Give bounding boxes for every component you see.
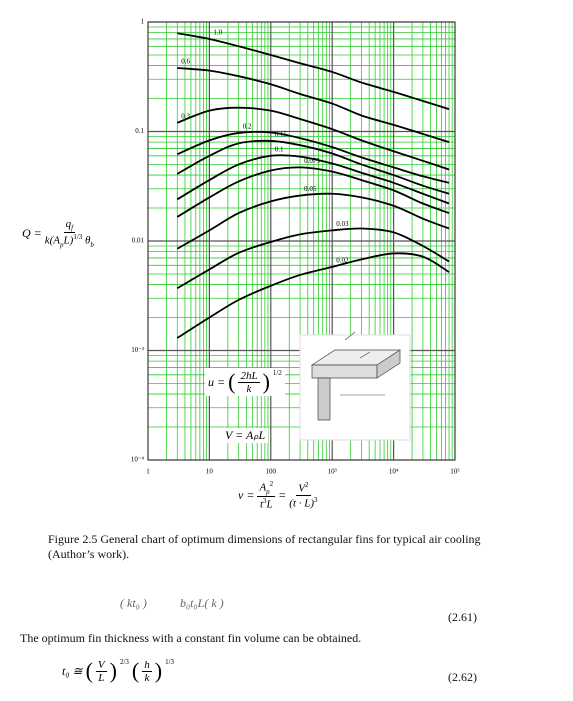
formula-text: Q = <box>22 226 42 241</box>
formula-text: 3 <box>263 496 267 505</box>
curve <box>177 32 450 111</box>
x-axis-formula: v = Ap2 t3L = V2 (t · L)3 <box>238 480 318 511</box>
equation-number: (2.61) <box>448 610 477 624</box>
formula-text: f <box>71 224 74 233</box>
x-tick-label: 100 <box>266 468 277 476</box>
formula-text: k <box>246 382 252 395</box>
curve-label: 0.1 <box>275 145 284 153</box>
formula-text: L <box>98 671 105 684</box>
formula-text: 1/3 <box>73 233 83 242</box>
formula-text: 2 <box>305 481 309 490</box>
equation-fragment: b₀t₀L( k ) <box>180 596 224 610</box>
u-formula: u =( 2hL k ) 1/2 <box>205 368 285 396</box>
formula-text: k(A <box>44 234 61 247</box>
formula-text: V = AₚL <box>225 428 266 442</box>
body-text: The optimum fin thickness with a constan… <box>20 631 362 645</box>
formula-text: A <box>259 481 267 494</box>
curve <box>176 227 450 290</box>
curve-label: 0.2 <box>243 123 252 131</box>
curve <box>176 154 450 205</box>
curve-label: 1.0 <box>213 29 222 37</box>
formula-text: L) <box>63 234 74 247</box>
curve-label: 0.15 <box>275 131 288 139</box>
formula-text: θ <box>82 234 91 247</box>
curve-label: 0.6 <box>181 58 190 66</box>
curve <box>176 252 450 339</box>
formula-text: = <box>278 487 287 502</box>
curve <box>177 67 450 143</box>
curve <box>176 106 450 171</box>
x-tick-label: 10³ <box>328 468 337 476</box>
equation-fragment: ( kt₀ ) <box>120 596 147 610</box>
y-tick-label: 0.1 <box>135 127 144 135</box>
curve-label: 0.075 <box>304 157 320 165</box>
formula-text: t <box>259 498 264 511</box>
plot-frame <box>147 21 456 461</box>
curve-label: 0.03 <box>336 220 349 228</box>
equation-number: (2.62) <box>448 670 477 684</box>
y-tick-label: 10⁻⁴ <box>131 456 145 464</box>
x-tick-label: 1 <box>146 468 150 476</box>
y-axis-formula: Q = qf k(ApL)1/3 θb <box>22 218 94 249</box>
formula-text: v = <box>238 487 255 502</box>
formula-text: k <box>144 671 150 684</box>
formula-text: h <box>142 658 152 672</box>
y-tick-label: 0.01 <box>132 237 145 245</box>
formula-text: b <box>90 241 94 250</box>
formula-text: (t · L) <box>289 497 315 510</box>
formula-text: 1/2 <box>272 369 282 377</box>
formula-text: V <box>298 482 306 495</box>
formula-text: p <box>60 241 64 250</box>
y-tick-label: 1 <box>141 18 145 26</box>
chart: 1 10 100 10³ 10⁴ 10⁵ 10⁻⁴ 10⁻³ 0.01 0.1 1 1.0 0.6 0.3… <box>131 18 460 476</box>
x-tick-label: 10⁴ <box>389 468 399 476</box>
curve <box>176 166 450 218</box>
y-tick-label: 10⁻³ <box>131 346 144 354</box>
formula-text: 1/3 <box>165 658 175 666</box>
formula-text: V <box>95 658 107 672</box>
v-formula: V = AₚL <box>222 428 269 443</box>
formula-text: 2 <box>269 480 274 488</box>
formula-text: 3 <box>314 495 318 504</box>
fin-diagram <box>299 331 411 441</box>
formula-text: 2/3 <box>119 658 129 666</box>
formula-text: L <box>266 498 273 511</box>
x-tick-label: 10⁵ <box>450 468 460 476</box>
curve-label: 0.02 <box>336 257 349 265</box>
curve-label: 0.3 <box>181 112 190 120</box>
formula-text: p <box>266 487 270 496</box>
curve <box>176 139 450 195</box>
curve-label: 0.05 <box>304 185 317 193</box>
curve <box>176 130 450 184</box>
curve <box>176 192 450 250</box>
formula-text: u = <box>208 374 226 389</box>
figure-caption: Figure 2.5 General chart of optimum dime… <box>48 532 481 561</box>
x-tick-label: 10 <box>206 468 214 476</box>
formula-text: t₀ ≅ <box>62 663 83 678</box>
formula-text: q <box>65 218 72 230</box>
formula-text: 2hL <box>238 369 260 383</box>
